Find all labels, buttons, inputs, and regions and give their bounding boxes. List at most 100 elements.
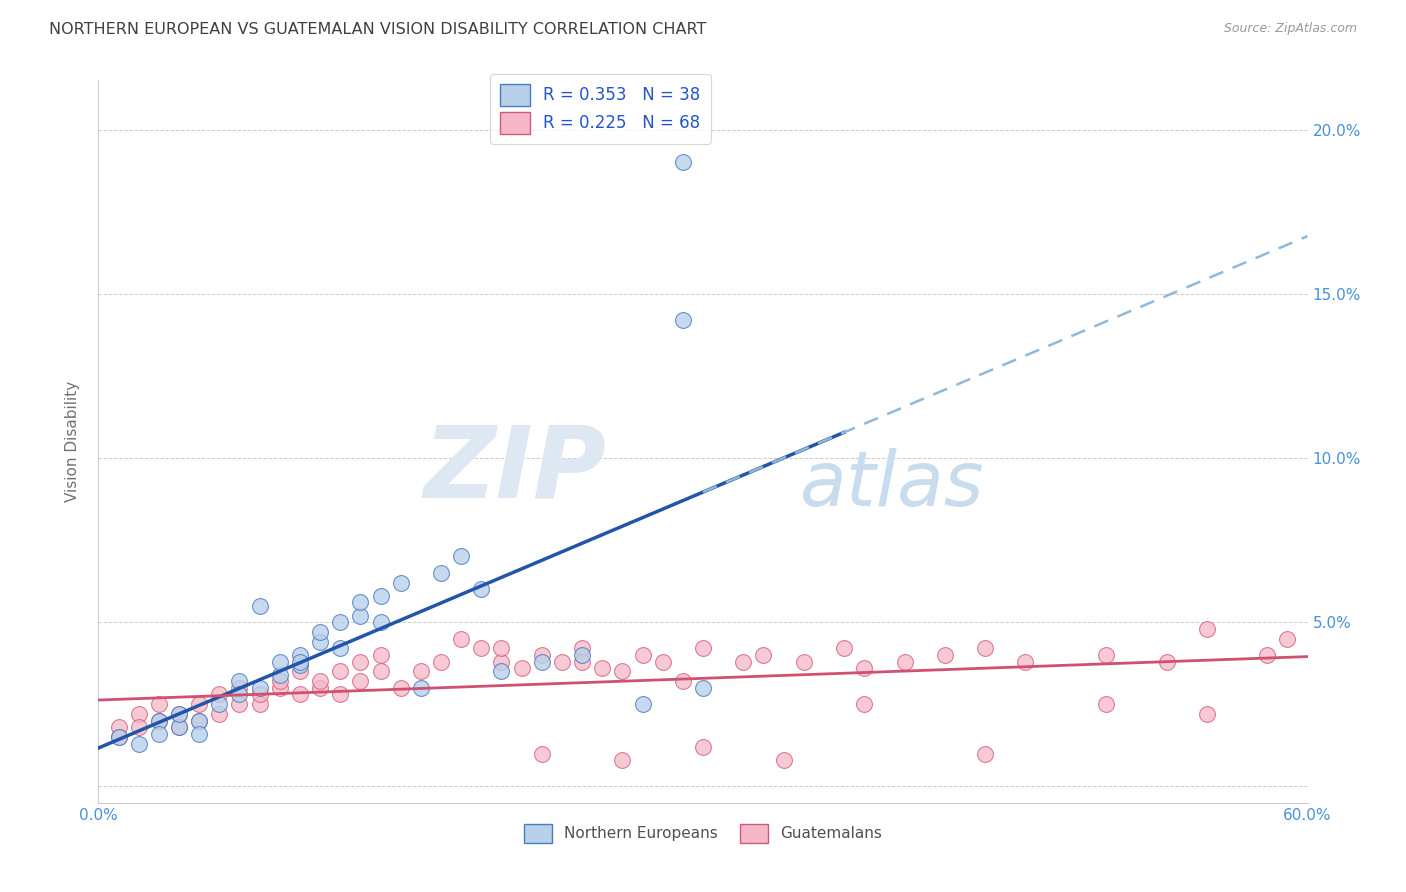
Point (651, 655, 673, 669)
Point (1195, 707, 1218, 722)
Point (370, 589, 392, 603)
Point (128, 737, 150, 751)
Point (249, 687, 271, 701)
Point (228, 698, 250, 712)
Point (188, 727, 211, 741)
Point (148, 714, 170, 728)
Text: ZIP: ZIP (423, 422, 606, 519)
Point (631, 698, 654, 712)
Point (128, 720, 150, 734)
Point (430, 566, 453, 580)
Point (208, 687, 231, 701)
Point (450, 549, 472, 564)
Point (530, 747, 553, 761)
Point (752, 648, 775, 662)
Point (329, 641, 352, 656)
Point (934, 648, 956, 662)
Point (571, 641, 593, 656)
Point (530, 655, 553, 669)
Point (228, 674, 250, 689)
Point (269, 655, 291, 669)
Point (288, 657, 311, 672)
Point (288, 655, 311, 669)
Point (491, 641, 513, 656)
Point (349, 595, 371, 609)
Point (370, 665, 392, 679)
Point (853, 661, 876, 675)
Point (148, 714, 170, 728)
Point (288, 665, 311, 679)
Point (107, 730, 129, 744)
Point (329, 687, 352, 701)
Point (733, 655, 755, 669)
Point (188, 714, 211, 728)
Point (974, 641, 997, 656)
Point (510, 661, 533, 675)
Point (269, 681, 291, 695)
Point (1095, 648, 1118, 662)
Point (249, 698, 271, 712)
Point (167, 707, 190, 722)
Point (470, 582, 492, 597)
Point (148, 727, 170, 741)
Point (107, 730, 129, 744)
Point (167, 720, 190, 734)
Point (349, 674, 371, 689)
Point (288, 687, 311, 701)
Point (672, 313, 695, 327)
Point (249, 599, 271, 613)
Point (571, 648, 593, 662)
Point (1256, 648, 1278, 662)
Point (228, 681, 250, 695)
Point (349, 655, 371, 669)
Point (692, 739, 714, 754)
Point (370, 648, 392, 662)
Point (188, 714, 211, 728)
Point (1277, 632, 1299, 646)
Point (329, 615, 352, 630)
Point (692, 681, 714, 695)
Point (208, 707, 231, 722)
Point (692, 641, 714, 656)
Point (1195, 622, 1218, 636)
Point (389, 681, 412, 695)
Point (893, 655, 915, 669)
Y-axis label: Vision Disability: Vision Disability (65, 381, 80, 502)
Point (470, 641, 492, 656)
Point (309, 625, 332, 640)
Point (772, 753, 794, 767)
Point (491, 665, 513, 679)
Point (389, 575, 412, 590)
Point (571, 655, 593, 669)
Point (491, 655, 513, 669)
Point (672, 674, 695, 689)
Point (309, 674, 332, 689)
Point (450, 632, 472, 646)
Point (612, 753, 634, 767)
Point (793, 655, 815, 669)
Point (530, 648, 553, 662)
Point (167, 720, 190, 734)
Point (309, 635, 332, 649)
Point (188, 698, 211, 712)
Point (128, 707, 150, 722)
Point (349, 608, 371, 623)
Legend: Northern Europeans, Guatemalans: Northern Europeans, Guatemalans (517, 817, 889, 849)
Point (249, 681, 271, 695)
Point (672, 155, 695, 169)
Point (409, 681, 432, 695)
Point (409, 665, 432, 679)
Point (551, 655, 574, 669)
Point (269, 674, 291, 689)
Point (228, 687, 250, 701)
Point (974, 747, 997, 761)
Point (309, 681, 332, 695)
Text: NORTHERN EUROPEAN VS GUATEMALAN VISION DISABILITY CORRELATION CHART: NORTHERN EUROPEAN VS GUATEMALAN VISION D… (49, 22, 707, 37)
Point (167, 707, 190, 722)
Point (329, 665, 352, 679)
Point (591, 661, 613, 675)
Point (832, 641, 855, 656)
Point (631, 648, 654, 662)
Point (1014, 655, 1036, 669)
Text: atlas: atlas (800, 448, 984, 522)
